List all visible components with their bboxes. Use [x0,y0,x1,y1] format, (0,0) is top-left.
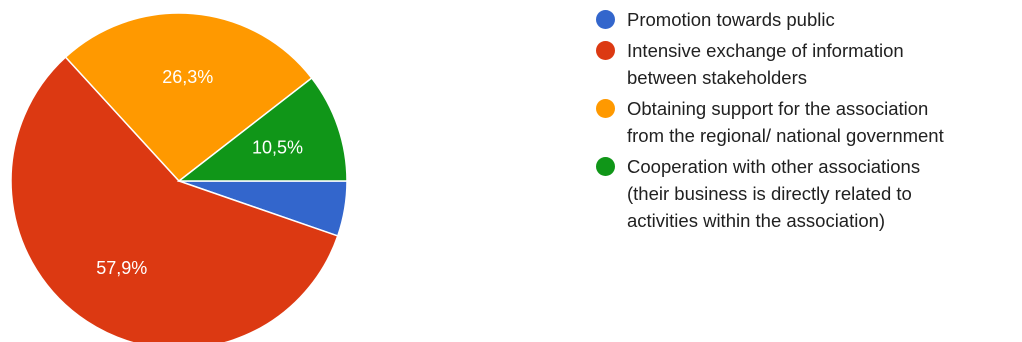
legend-item[interactable]: Intensive exchange of information betwee… [596,37,1016,91]
legend: Promotion towards public Intensive exchan… [596,6,1016,238]
legend-item[interactable]: Promotion towards public [596,6,1016,33]
legend-swatch [596,99,615,118]
legend-label: Obtaining support for the association fr… [627,98,944,146]
legend-item[interactable]: Obtaining support for the association fr… [596,95,1016,149]
pie-slice [10,56,339,342]
legend-label: Promotion towards public [627,9,835,30]
legend-swatch [596,41,615,60]
slice-percent-label: 57,9% [96,258,147,278]
legend-item[interactable]: Cooperation with other associations (the… [596,153,1016,234]
pie-chart: 57,9% 26,3% 10,5% [10,12,348,342]
legend-swatch [596,10,615,29]
pie-slice [176,76,348,182]
slice-percent-label: 10,5% [252,137,303,157]
legend-label: Intensive exchange of information betwee… [627,40,904,88]
legend-label: Cooperation with other associations (the… [627,156,921,231]
legend-swatch [596,157,615,176]
pie-slice [64,12,313,183]
slice-percent-label: 26,3% [162,67,213,87]
